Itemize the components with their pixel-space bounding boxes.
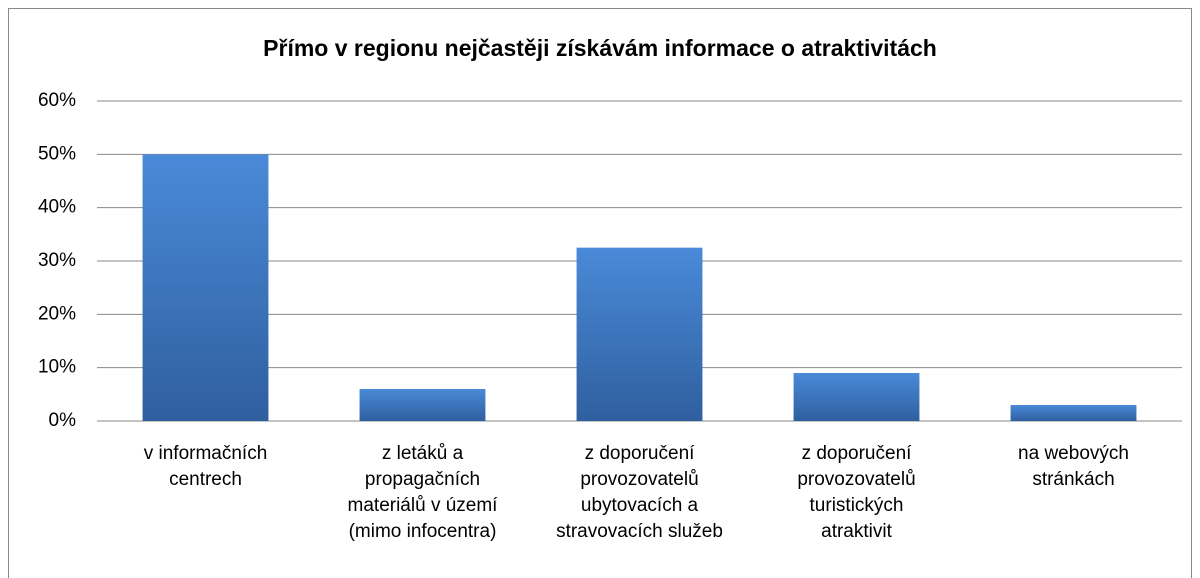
x-tick-label: z doporučení provozovatelů turistických … bbox=[797, 443, 916, 542]
x-tick-label: z doporučení provozovatelů ubytovacích a… bbox=[556, 443, 723, 542]
x-tick-label: na webových stránkách bbox=[1018, 443, 1129, 490]
y-tick-label: 30% bbox=[38, 250, 76, 271]
bar bbox=[359, 389, 486, 421]
y-tick-label: 10% bbox=[38, 357, 76, 378]
y-tick-label: 50% bbox=[38, 143, 76, 164]
x-tick-label: v informačních centrech bbox=[143, 443, 268, 490]
bar bbox=[793, 373, 920, 421]
bar bbox=[142, 154, 269, 422]
chart-border bbox=[8, 8, 1192, 578]
x-tick-label: z letáků a propagačních materiálů v územ… bbox=[347, 443, 498, 542]
y-tick-label: 20% bbox=[38, 303, 76, 324]
y-tick-label: 60% bbox=[38, 90, 76, 111]
y-tick-label: 40% bbox=[38, 197, 76, 218]
chart-title: Přímo v regionu nejčastěji získávám info… bbox=[263, 35, 937, 61]
y-tick-label: 0% bbox=[49, 410, 77, 431]
bar bbox=[1010, 405, 1137, 421]
bar bbox=[576, 247, 703, 421]
